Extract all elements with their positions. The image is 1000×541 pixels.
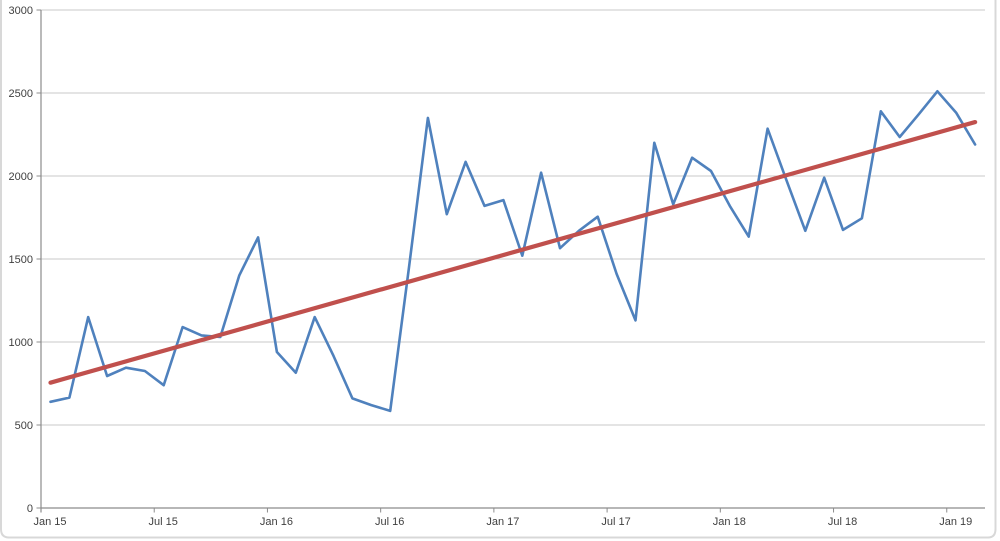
- x-axis-tick-label: Jan 18: [713, 516, 746, 528]
- x-axis-tick-label: Jan 15: [33, 516, 66, 528]
- x-axis-tick-label: Jan 16: [260, 516, 293, 528]
- trend-line[interactable]: [48, 119, 978, 385]
- x-axis-tick-label: Jul 16: [375, 516, 404, 528]
- y-axis-tick-label: 1500: [9, 254, 33, 266]
- y-axis-tick-label: 2500: [9, 88, 33, 100]
- x-axis-tick-label: Jul 18: [828, 516, 857, 528]
- x-axis-tick-label: Jul 15: [149, 516, 178, 528]
- x-axis-tick-label: Jan 19: [939, 516, 972, 528]
- y-axis-tick-label: 1000: [9, 337, 33, 349]
- monthly-series-line[interactable]: [49, 90, 977, 413]
- x-axis-tick-label: Jul 17: [601, 516, 630, 528]
- y-axis-tick-label: 0: [27, 503, 33, 515]
- y-axis-tick-label: 500: [15, 420, 33, 432]
- y-axis-tick-label: 2000: [9, 171, 33, 183]
- x-axis-tick-label: Jan 17: [486, 516, 519, 528]
- y-axis-tick-label: 3000: [9, 5, 33, 17]
